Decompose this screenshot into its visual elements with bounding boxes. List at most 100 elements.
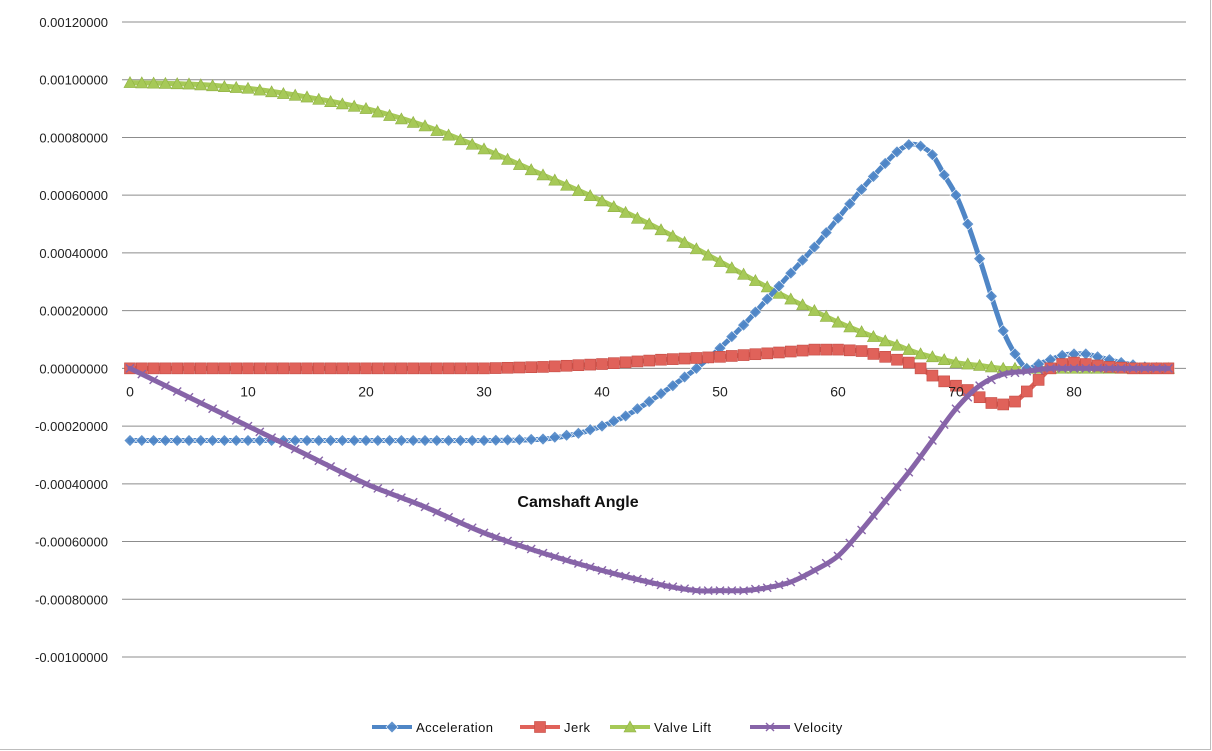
square-marker bbox=[725, 350, 738, 362]
x-marker bbox=[986, 375, 996, 385]
x-marker-stroke bbox=[538, 548, 548, 558]
triangle-marker bbox=[217, 80, 231, 92]
x-marker-stroke bbox=[137, 369, 147, 379]
legend-label: Velocity bbox=[794, 720, 843, 735]
square-marker bbox=[430, 362, 443, 375]
legend: Acceleration Jerk Valve Lift Velocity bbox=[372, 720, 843, 735]
x-marker bbox=[939, 420, 949, 430]
square-marker bbox=[383, 362, 396, 375]
square-marker bbox=[926, 369, 939, 382]
triangle-marker bbox=[524, 163, 538, 176]
square-marker bbox=[348, 362, 361, 375]
square-marker bbox=[879, 351, 892, 363]
diamond-marker bbox=[748, 305, 762, 319]
triangle-marker bbox=[984, 360, 998, 373]
triangle-marker bbox=[418, 119, 432, 132]
diamond-marker bbox=[819, 226, 833, 240]
x-marker bbox=[408, 497, 418, 507]
triangle-marker bbox=[135, 76, 149, 89]
diamond-marker bbox=[925, 148, 939, 162]
diamond-marker bbox=[241, 434, 255, 447]
diamond-marker bbox=[347, 434, 361, 447]
x-marker bbox=[1093, 363, 1103, 373]
legend-label: Valve Lift bbox=[654, 720, 712, 735]
x-marker-stroke bbox=[1152, 363, 1162, 373]
triangle-marker bbox=[477, 142, 491, 155]
square-marker bbox=[183, 362, 195, 375]
x-marker-stroke bbox=[420, 502, 430, 512]
x-marker bbox=[1081, 363, 1091, 373]
y-axis-ticks: 0.00120000 0.00100000 0.00080000 0.00060000… bbox=[35, 15, 108, 665]
triangle-marker bbox=[843, 320, 857, 333]
diamond-marker bbox=[619, 409, 633, 423]
x-marker bbox=[1057, 363, 1067, 373]
diamond-marker bbox=[524, 432, 538, 446]
x-marker bbox=[644, 577, 654, 587]
x-marker bbox=[798, 571, 808, 581]
square-marker bbox=[513, 361, 526, 374]
legend-item: Acceleration bbox=[372, 720, 493, 735]
diamond-marker bbox=[324, 434, 338, 447]
x-marker bbox=[809, 565, 819, 575]
square-marker bbox=[997, 398, 1010, 411]
triangle-marker bbox=[654, 223, 668, 236]
triangle-marker bbox=[937, 353, 951, 366]
diamond-marker bbox=[973, 252, 987, 266]
x-marker bbox=[597, 565, 607, 575]
x-marker-stroke bbox=[385, 488, 395, 498]
x-marker-stroke bbox=[644, 577, 654, 587]
x-marker-stroke bbox=[762, 583, 772, 593]
x-marker bbox=[585, 562, 595, 572]
x-marker bbox=[609, 568, 619, 578]
diamond-marker bbox=[607, 414, 621, 428]
x-marker-stroke bbox=[765, 722, 775, 732]
x-marker bbox=[455, 518, 465, 527]
x-marker bbox=[302, 450, 312, 460]
triangle-marker bbox=[666, 229, 680, 242]
square-marker bbox=[254, 362, 266, 375]
series-valve-lift bbox=[123, 75, 1175, 374]
x-marker-stroke bbox=[1140, 363, 1150, 373]
x-tick-label: 60 bbox=[830, 383, 846, 399]
x-marker bbox=[680, 584, 690, 594]
diamond-marker bbox=[772, 279, 786, 293]
y-tick-label: -0.00060000 bbox=[35, 535, 108, 550]
series-jerk bbox=[124, 343, 1175, 411]
x-marker-stroke bbox=[904, 467, 914, 477]
x-marker-stroke bbox=[172, 386, 182, 396]
square-marker bbox=[690, 352, 703, 364]
triangle-marker bbox=[678, 235, 692, 248]
x-tick-label: 20 bbox=[358, 383, 374, 399]
x-marker-stroke bbox=[479, 528, 489, 538]
triangle-marker bbox=[725, 261, 739, 274]
x-marker-stroke bbox=[373, 483, 383, 493]
x-marker-stroke bbox=[184, 392, 194, 402]
x-marker-stroke bbox=[786, 577, 796, 587]
diamond-marker bbox=[642, 395, 656, 408]
triangle-marker bbox=[194, 78, 208, 91]
triangle-marker bbox=[607, 200, 621, 213]
square-marker bbox=[867, 348, 880, 360]
diamond-marker bbox=[855, 182, 869, 196]
square-marker bbox=[277, 362, 290, 375]
x-marker-stroke bbox=[444, 512, 454, 522]
diamond-marker bbox=[489, 433, 503, 447]
x-marker-stroke bbox=[491, 532, 501, 542]
square-marker bbox=[1032, 374, 1045, 386]
square-marker bbox=[796, 344, 809, 357]
x-marker bbox=[975, 381, 985, 391]
x-marker bbox=[774, 580, 784, 590]
triangle-marker bbox=[623, 720, 637, 733]
y-tick-label: 0.00120000 bbox=[39, 15, 108, 30]
square-marker bbox=[206, 362, 219, 375]
square-marker bbox=[914, 362, 927, 375]
x-marker-stroke bbox=[963, 392, 973, 402]
x-marker bbox=[125, 363, 135, 373]
square-marker bbox=[419, 362, 431, 375]
diamond-marker bbox=[666, 379, 680, 393]
x-marker-stroke bbox=[809, 565, 819, 575]
x-marker bbox=[963, 392, 973, 402]
diamond-marker bbox=[147, 434, 161, 447]
x-marker-stroke bbox=[691, 586, 701, 596]
x-marker bbox=[951, 404, 961, 414]
